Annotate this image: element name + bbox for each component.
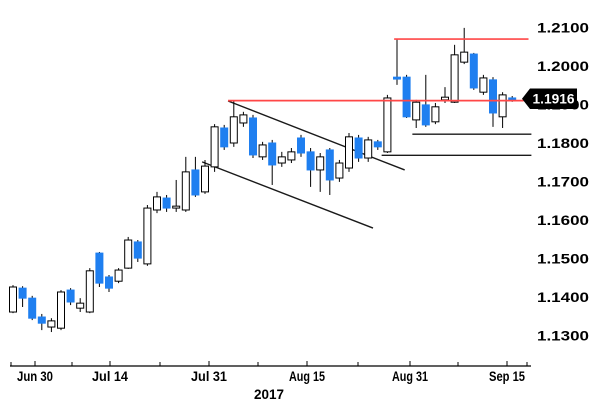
price-badge-shape: [522, 88, 577, 109]
candle-body-up: [201, 165, 209, 193]
candle-body-down: [373, 141, 382, 148]
candle-body-up: [287, 151, 296, 161]
x-axis-year-label: 2017: [254, 386, 284, 402]
candle-body-up: [181, 171, 190, 211]
candle-body-up: [239, 114, 248, 124]
candle-body-up: [76, 302, 85, 309]
candle-body-down: [469, 53, 478, 89]
last-price-badge: 1.1916: [522, 88, 577, 109]
candle-body-up: [364, 139, 373, 159]
candle-body-down: [306, 151, 315, 171]
candles-layer: [9, 27, 517, 333]
x-axis-label: Jul 14: [92, 368, 128, 384]
candle-body-up: [460, 51, 469, 63]
candle-body-up: [153, 196, 161, 211]
candle-body-up: [172, 205, 181, 209]
candle-body-down: [95, 252, 104, 284]
candle-body-up: [335, 162, 344, 179]
candle-body-up: [277, 156, 286, 164]
candle-body-down: [325, 149, 334, 181]
candle-body-up: [9, 286, 17, 313]
y-axis-label: 1.1800: [537, 135, 589, 151]
trendlines-layer: [201, 100, 532, 229]
axes-layer: Jun 30 Jul 14 Jul 31 Aug 15 Aug 31 Sep 15 2017…: [10, 20, 589, 402]
candle-body-up: [345, 136, 353, 169]
y-axis-label: 1.1700: [537, 174, 589, 190]
candle-body-up: [57, 291, 65, 329]
candle-body-up: [412, 101, 421, 121]
x-axis-label: Sep 15: [489, 368, 525, 384]
x-axis-label: Aug 31: [392, 368, 428, 384]
candle-body-down: [354, 137, 363, 159]
candle-body-up: [431, 106, 440, 123]
channel-trendline: [227, 100, 405, 171]
channel-trendline: [201, 161, 374, 229]
candle-body-down: [421, 104, 430, 126]
candle-body-up: [383, 97, 392, 153]
candle-body-up: [441, 96, 449, 101]
resistance-lines-layer: [228, 38, 529, 102]
candle-body-up: [229, 116, 238, 144]
y-axis-label: 1.2100: [537, 20, 589, 36]
candle-body-down: [220, 127, 229, 148]
candle-body-down: [297, 137, 305, 154]
candle-body-up: [450, 54, 459, 103]
candle-body-up: [210, 126, 219, 168]
candle-body-down: [162, 197, 171, 209]
candle-body-up: [85, 270, 94, 313]
candle-body-down: [18, 287, 27, 299]
candle-body-up: [124, 239, 133, 269]
candle-body-down: [508, 97, 517, 101]
candle-body-down: [133, 241, 142, 259]
candle-body-down: [105, 276, 113, 289]
candle-body-up: [498, 94, 507, 118]
candle-body-down: [402, 76, 411, 118]
x-axis-label: Aug 15: [289, 368, 325, 384]
candle-body-down: [489, 79, 497, 114]
y-axis-label: 1.1500: [537, 251, 589, 267]
x-axis-label: Jul 31: [191, 368, 227, 384]
candle-body-up: [114, 269, 123, 282]
candle-body-down: [393, 76, 401, 80]
candle-body-up: [47, 320, 56, 328]
candle-body-down: [37, 316, 46, 324]
candle-body-up: [258, 144, 267, 158]
candle-body-down: [268, 142, 277, 166]
candle-body-down: [191, 169, 200, 196]
x-axis-label: Jun 30: [17, 368, 53, 384]
candle-body-down: [249, 117, 257, 156]
candle-body-down: [28, 297, 37, 319]
candle-body-up: [316, 156, 325, 171]
y-axis-label: 1.1400: [537, 289, 589, 305]
candle-body-up: [479, 77, 488, 93]
y-axis-label: 1.2000: [537, 58, 589, 74]
candle-body-up: [143, 207, 152, 265]
candle-body-down: [66, 289, 75, 303]
last-price-label: 1.1916: [533, 92, 575, 107]
y-axis-label: 1.1600: [537, 212, 589, 228]
y-axis-label: 1.1300: [537, 328, 589, 344]
